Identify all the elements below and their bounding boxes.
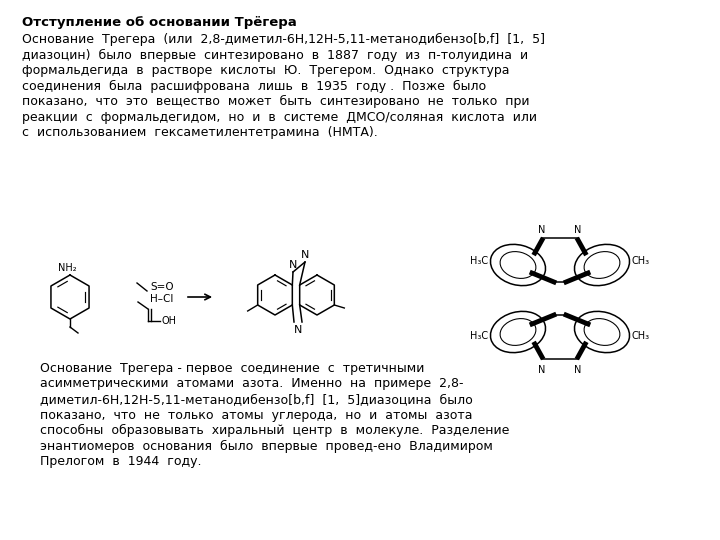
Text: N: N [539, 365, 546, 375]
Text: NH₂: NH₂ [58, 263, 76, 273]
Text: H–Cl: H–Cl [150, 294, 174, 304]
Text: Прелогом  в  1944  году.: Прелогом в 1944 году. [40, 455, 202, 468]
Text: с  использованием  гексаметилентетрамина  (НМТА).: с использованием гексаметилентетрамина (… [22, 126, 378, 139]
Text: Основание  Трегера  (или  2,8-диметил-6H,12H-5,11-метанодибензо[b,f]  [1,  5]: Основание Трегера (или 2,8-диметил-6H,12… [22, 33, 545, 46]
Text: показано,  что  это  вещество  может  быть  синтезировано  не  только  при: показано, что это вещество может быть си… [22, 95, 529, 108]
Text: S=O: S=O [150, 282, 174, 292]
Text: соединения  была  расшифрована  лишь  в  1935  году .  Позже  было: соединения была расшифрована лишь в 1935… [22, 79, 486, 93]
Text: N: N [539, 225, 546, 235]
Text: Отступление об основании Трёгера: Отступление об основании Трёгера [22, 16, 297, 29]
Text: диметил-6H,12H-5,11-метанодибензо[b,f]  [1,  5]диазоцина  было: диметил-6H,12H-5,11-метанодибензо[b,f] [… [40, 393, 473, 406]
Text: асимметрическими  атомами  азота.  Именно  на  примере  2,8-: асимметрическими атомами азота. Именно н… [40, 377, 464, 390]
Text: N: N [575, 225, 582, 235]
Text: OH: OH [161, 316, 176, 326]
Text: H₃C: H₃C [470, 331, 488, 341]
Text: Основание  Трегера - первое  соединение  с  третичными: Основание Трегера - первое соединение с … [40, 362, 424, 375]
Text: показано,  что  не  только  атомы  углерода,  но  и  атомы  азота: показано, что не только атомы углерода, … [40, 408, 472, 422]
Text: N: N [289, 260, 297, 270]
Text: H₃C: H₃C [470, 256, 488, 266]
Text: N: N [301, 250, 309, 260]
Text: способны  образовывать  хиральный  центр  в  молекуле.  Разделение: способны образовывать хиральный центр в … [40, 424, 509, 437]
Text: CH₃: CH₃ [632, 256, 650, 266]
Text: CH₃: CH₃ [632, 331, 650, 341]
Text: N: N [294, 325, 302, 335]
Text: реакции  с  формальдегидом,  но  и  в  системе  ДМСО/соляная  кислота  или: реакции с формальдегидом, но и в системе… [22, 111, 537, 124]
Text: N: N [575, 365, 582, 375]
Text: формальдегида  в  растворе  кислоты  Ю.  Трегером.  Однако  структура: формальдегида в растворе кислоты Ю. Трег… [22, 64, 510, 77]
Text: энантиомеров  основания  было  впервые  провед-ено  Владимиром: энантиомеров основания было впервые пров… [40, 440, 493, 453]
Text: диазоцин)  было  впервые  синтезировано  в  1887  году  из  п-толуидина  и: диазоцин) было впервые синтезировано в 1… [22, 49, 528, 62]
